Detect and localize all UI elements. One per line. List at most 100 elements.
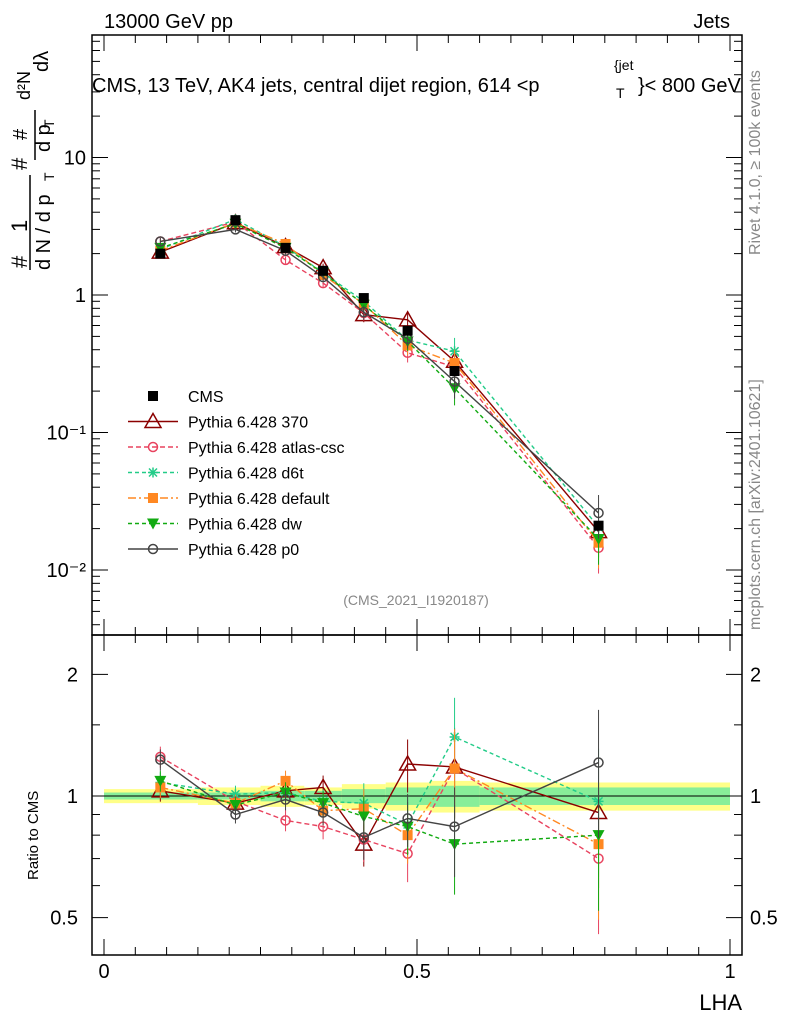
svg-text:CMS, 13 TeV, AK4 jets, central: CMS, 13 TeV, AK4 jets, central dijet reg…	[92, 75, 540, 97]
legend-entry-cms: CMS	[148, 389, 224, 406]
ratio-y-tick-label: 1	[67, 786, 78, 808]
svg-text:T: T	[41, 119, 57, 128]
legend-marker	[148, 493, 158, 503]
ratio-series-default	[155, 729, 604, 920]
legend-label: Pythia 6.428 d6t	[188, 466, 304, 483]
legend-label: CMS	[188, 389, 224, 406]
ratio-data-point	[449, 821, 460, 832]
x-tick-label: 1	[724, 961, 735, 983]
x-axis-label: LHA	[699, 990, 742, 1015]
svg-text:d²N: d²N	[14, 71, 34, 100]
legend-label: Pythia 6.428 370	[188, 415, 308, 432]
ratio-y-tick-label-right: 1	[750, 786, 761, 808]
main-y-tick-label: 1	[75, 285, 86, 307]
ratio-data-point	[593, 757, 604, 768]
ratio-data-point	[398, 754, 417, 771]
legend-entry-default: Pythia 6.428 default	[128, 491, 330, 508]
svg-text:T: T	[41, 172, 57, 181]
main-y-axis-label: # 1 d N / d p T # d p T # d²N dλ	[7, 51, 57, 270]
main-data-point	[449, 358, 460, 369]
ratio-series-line	[160, 736, 599, 826]
main-series-line	[160, 222, 600, 540]
ratio-data-point	[317, 807, 329, 818]
cms-data-point	[402, 325, 413, 336]
ratio-y-axis-label: Ratio to CMS	[25, 791, 42, 880]
ratio-data-point	[357, 811, 370, 823]
legend-label: Pythia 6.428 dw	[188, 517, 302, 534]
ratio-data-point	[230, 809, 241, 820]
svg-text:}< 800 GeV: }< 800 GeV	[638, 75, 742, 97]
ratio-y-tick-label-right: 2	[750, 664, 761, 686]
jets-label: Jets	[693, 11, 730, 33]
svg-text:T: T	[616, 85, 625, 101]
main-series-cms	[155, 215, 604, 531]
legend-marker	[147, 441, 159, 453]
cms-data-point	[280, 242, 291, 253]
ratio-data-point	[280, 815, 291, 826]
ratio-series-line	[159, 756, 599, 860]
ratio-data-point	[280, 775, 291, 786]
main-series-line	[160, 218, 600, 528]
x-tick-label: 0	[98, 961, 109, 983]
legend-entry-dw: Pythia 6.428 dw	[128, 517, 302, 534]
legend-marker	[147, 543, 159, 555]
svg-text:1: 1	[7, 220, 32, 232]
legend-entry-p370: Pythia 6.428 370	[128, 411, 308, 432]
legend: CMS Pythia 6.428 370 Pythia 6.428 atlas-cs…	[128, 389, 345, 559]
main-y-tick-label: 10⁻¹	[47, 423, 87, 445]
cms-data-point	[230, 215, 241, 226]
plot-title: CMS, 13 TeV, AK4 jets, central dijet reg…	[92, 57, 742, 101]
main-data-point	[449, 376, 460, 387]
cms-data-point	[155, 248, 166, 259]
legend-label: Pythia 6.428 p0	[188, 542, 299, 559]
main-data-point	[358, 306, 370, 318]
main-y-tick-label: 10⁻²	[47, 560, 87, 582]
series-layer	[151, 213, 608, 935]
ratio-y-tick-label-right: 0.5	[750, 908, 778, 930]
svg-text:{jet: {jet	[614, 57, 634, 73]
ratio-data-point	[449, 763, 460, 774]
svg-text:#: #	[7, 255, 32, 268]
x-tick-label: 0.5	[403, 961, 431, 983]
main-series-line	[160, 222, 600, 533]
legend-marker	[148, 467, 158, 478]
svg-text:dλ: dλ	[31, 51, 53, 72]
legend-marker	[148, 391, 158, 401]
main-y-tick-label: 10	[64, 148, 86, 170]
plot-frames: 10⁻² 10⁻¹ 1 10 0 0.5 1 0.5 0.5 1 1 2 2	[47, 34, 778, 983]
main-series-line	[160, 228, 600, 514]
legend-label: Pythia 6.428 atlas-csc	[188, 440, 345, 457]
cms-data-point	[358, 293, 369, 304]
ratio-y-tick-label: 2	[67, 664, 78, 686]
main-series-line	[160, 221, 600, 549]
main-data-point	[155, 236, 166, 247]
main-data-point	[593, 507, 604, 519]
rivet-version-label: Rivet 4.1.0, ≥ 100k events	[747, 70, 764, 255]
cms-data-point	[318, 265, 329, 276]
ratio-data-point	[229, 799, 242, 811]
svg-text:#: #	[7, 157, 32, 170]
ratio-data-point	[402, 813, 413, 824]
ratio-series-line	[160, 780, 599, 845]
ratio-series-line	[159, 759, 599, 839]
ratio-data-point	[155, 754, 166, 765]
cms-data-point	[593, 520, 604, 531]
ratio-data-point	[280, 794, 291, 805]
legend-marker	[147, 518, 159, 530]
ratio-series-atlas	[155, 729, 604, 935]
ratio-series-line	[160, 763, 599, 846]
cms-data-point	[449, 366, 460, 377]
legend-entry-p0: Pythia 6.428 p0	[128, 542, 299, 559]
svg-text:d p: d p	[33, 124, 55, 152]
mcplots-label: mcplots.cern.ch [arXiv:2401.10621]	[747, 379, 764, 630]
legend-label: Pythia 6.428 default	[188, 491, 330, 508]
legend-entry-d6t: Pythia 6.428 d6t	[128, 466, 304, 483]
ratio-data-point	[230, 789, 241, 800]
ratio-data-point	[358, 832, 370, 843]
ratio-data-point	[154, 775, 167, 787]
legend-entry-atlas: Pythia 6.428 atlas-csc	[128, 440, 345, 457]
svg-text:d N / d p: d N / d p	[33, 194, 55, 270]
analysis-id-label: (CMS_2021_I1920187)	[343, 592, 489, 608]
ratio-y-tick-label: 0.5	[50, 908, 78, 930]
